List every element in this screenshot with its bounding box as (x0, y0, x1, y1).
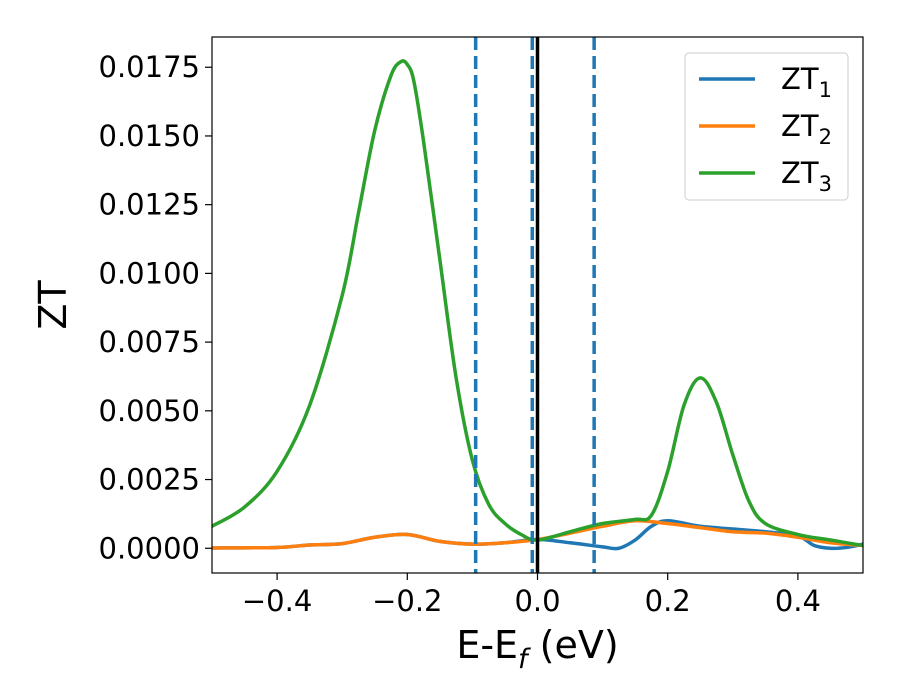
x-tick-label: 0.4 (775, 584, 821, 618)
vertical-reference-lines (473, 37, 596, 573)
y-tick-label: 0.0025 (99, 463, 200, 497)
y-tick-label: 0.0175 (99, 50, 200, 84)
legend-entry-zt3: ZT3 (699, 156, 832, 196)
legend-entry-zt2: ZT2 (699, 109, 832, 149)
y-tick-label: 0.0100 (99, 256, 200, 290)
y-tick-label: 0.0125 (99, 188, 200, 222)
x-tick-label: −0.2 (372, 584, 442, 618)
x-tick-label: 0.0 (514, 584, 560, 618)
series-lines (212, 59, 863, 551)
legend-label: ZT2 (781, 109, 832, 149)
x-tick-label: 0.2 (645, 584, 691, 618)
legend-label: ZT3 (781, 156, 832, 196)
x-tick-label: −0.4 (242, 584, 312, 618)
x-axis-title: E-Ef (eV) (456, 623, 618, 675)
y-tick-label: 0.0150 (99, 119, 200, 153)
x-axis-title-unit: (eV) (528, 623, 619, 667)
y-axis-title: ZT (31, 280, 75, 330)
x-axis-title-main: E-E (456, 623, 518, 667)
x-axis-ticks: −0.4 −0.2 0.0 0.2 0.4 (242, 573, 821, 618)
y-tick-label: 0.0050 (99, 394, 200, 428)
y-tick-label: 0.0075 (99, 325, 200, 359)
y-tick-label: 0.0000 (99, 531, 200, 565)
y-axis-ticks: 0.0000 0.0025 0.0050 0.0075 0.0100 0.0125 0.01… (99, 50, 212, 565)
legend: ZT1 ZT2 ZT3 (684, 52, 849, 201)
series-line-zt3 (212, 59, 863, 548)
legend-entry-zt1: ZT1 (699, 62, 832, 102)
legend-label: ZT1 (781, 62, 832, 102)
legend-box (684, 52, 849, 201)
